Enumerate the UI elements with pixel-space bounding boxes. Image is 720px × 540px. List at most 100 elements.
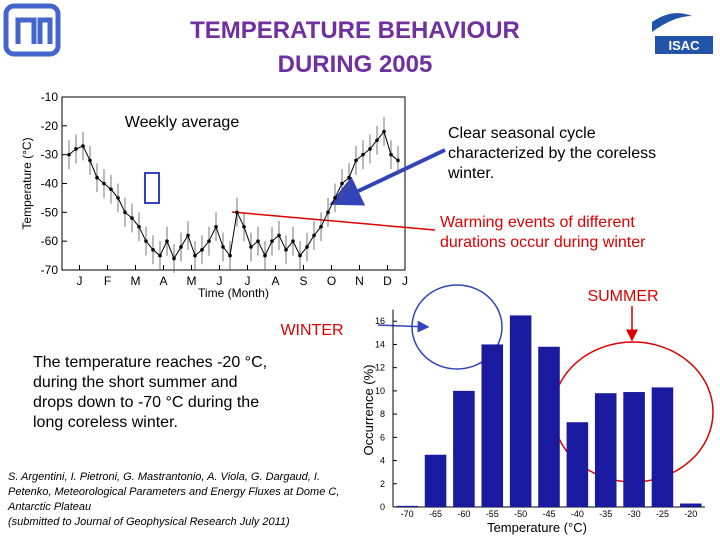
x-tick-label: -70 (401, 509, 414, 519)
point (137, 224, 141, 229)
y-tick-label: 12 (375, 363, 385, 373)
bar (453, 390, 475, 507)
x-tick-label: J (402, 274, 408, 288)
y-tick-label: -30 (41, 148, 59, 162)
x-tick-label: -20 (684, 509, 697, 519)
x-tick-label: -30 (628, 509, 641, 519)
point (382, 129, 386, 134)
point (249, 245, 253, 249)
label: WINTER (280, 322, 343, 339)
y-tick-label: 8 (380, 409, 385, 419)
y-tick-label: 10 (375, 386, 385, 396)
y-tick-label: -70 (41, 263, 59, 277)
x-tick-label: N (355, 274, 364, 288)
x-tick-label: J (77, 274, 83, 288)
point (109, 187, 113, 192)
x-tick-label: -55 (486, 509, 499, 519)
point (333, 196, 337, 200)
point (354, 158, 358, 163)
point (361, 152, 365, 157)
point (263, 253, 267, 258)
x-axis-label: Time (Month) (198, 286, 269, 300)
bar (481, 344, 504, 507)
note: durations occur during winter (440, 234, 646, 251)
point (172, 256, 176, 261)
point (200, 248, 204, 252)
note: Warming events of different (440, 214, 635, 231)
title: DURING 2005 (278, 51, 433, 78)
logo-text: ISAC (668, 38, 700, 53)
bar (680, 503, 702, 507)
x-tick-label: -40 (571, 509, 584, 519)
x-tick-label: S (299, 274, 307, 288)
y-tick-label: -20 (41, 119, 59, 133)
y-tick-label: 16 (375, 316, 385, 326)
x-tick-label: -45 (542, 509, 555, 519)
point (88, 158, 92, 163)
x-tick-label: -50 (514, 509, 527, 519)
y-tick-label: -60 (41, 234, 59, 248)
bar (651, 387, 674, 507)
bar (623, 392, 645, 507)
x-tick-label: F (104, 274, 111, 288)
point (193, 253, 197, 258)
bar (396, 505, 418, 507)
y-tick-label: 6 (380, 432, 385, 442)
x-tick-label: -35 (599, 509, 612, 519)
point (375, 138, 379, 143)
bar (424, 454, 447, 507)
point (235, 210, 239, 215)
paragraph: long coreless winter. (33, 414, 178, 431)
paragraph: The temperature reaches -20 °C, (33, 354, 267, 371)
logo-cnr (3, 3, 61, 57)
annotation: Weekly average (125, 114, 240, 131)
point (256, 239, 260, 243)
x-tick-label: D (383, 274, 392, 288)
point (179, 245, 183, 249)
x-tick-label: O (327, 274, 336, 288)
point (389, 152, 393, 157)
x-tick-label: J (217, 274, 223, 288)
y-tick-label: -50 (41, 205, 59, 219)
y-axis-label: Occurrence (%) (361, 364, 376, 455)
x-tick-label: -60 (457, 509, 470, 519)
title: TEMPERATURE BEHAVIOUR (190, 17, 520, 44)
note: winter. (447, 165, 494, 182)
point (214, 224, 218, 229)
note: Clear seasonal cycle (448, 125, 596, 142)
point (186, 233, 190, 238)
y-tick-label: -10 (41, 90, 59, 104)
citation: Petenko, Meteorological Parameters and E… (8, 486, 339, 498)
bar (538, 346, 560, 507)
point (228, 253, 232, 258)
pointer-line (231, 211, 436, 231)
x-tick-label: -25 (656, 509, 669, 519)
y-tick-label: -40 (41, 177, 59, 191)
x-axis-label: Temperature (°C) (487, 520, 587, 535)
label: SUMMER (587, 288, 658, 305)
arrow (377, 320, 430, 333)
point (81, 144, 85, 148)
point (130, 216, 134, 220)
point (158, 253, 162, 258)
point (312, 233, 316, 238)
y-axis-label: Temperature (°C) (20, 137, 34, 229)
y-tick-label: 2 (380, 479, 385, 489)
arrow (329, 148, 446, 206)
point (102, 181, 106, 186)
x-tick-label: J (245, 274, 251, 288)
y-tick-label: 0 (380, 502, 385, 512)
citation: Antarctic Plateau (7, 501, 91, 513)
point (368, 147, 372, 151)
point (123, 210, 127, 215)
note: characterized by the coreless (448, 145, 656, 162)
y-tick-label: 4 (380, 456, 385, 466)
highlight-box (144, 172, 160, 204)
point (347, 175, 351, 180)
point (319, 224, 323, 229)
point (277, 233, 281, 238)
point (74, 147, 78, 151)
y-tick-label: 14 (375, 339, 385, 349)
point (116, 196, 120, 200)
